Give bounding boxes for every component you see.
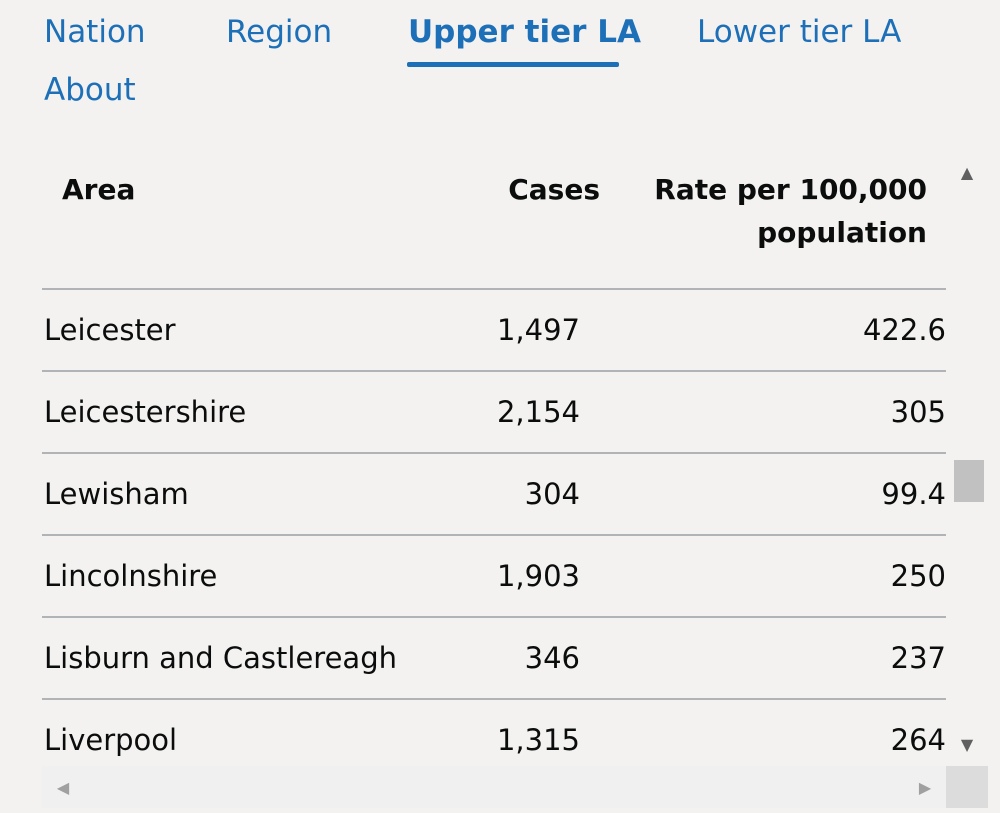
triangle-right-icon[interactable]: ▶ bbox=[918, 777, 932, 797]
cell-area: Lincolnshire bbox=[44, 559, 218, 593]
table-row: Lewisham 304 99.4 bbox=[42, 454, 946, 536]
cell-rate: 264 bbox=[890, 723, 946, 757]
column-header-rate-line2: population bbox=[757, 216, 927, 249]
cell-rate: 422.6 bbox=[862, 313, 946, 347]
scrollbar-corner bbox=[946, 766, 988, 808]
triangle-down-icon[interactable]: ▼ bbox=[960, 734, 974, 754]
cell-rate: 99.4 bbox=[881, 477, 946, 511]
tab-lower-tier-la[interactable]: Lower tier LA bbox=[697, 14, 902, 50]
cell-rate: 237 bbox=[890, 641, 946, 675]
tab-region[interactable]: Region bbox=[226, 14, 333, 50]
cell-rate: 250 bbox=[890, 559, 946, 593]
table-row: Lisburn and Castlereagh 346 237 bbox=[42, 618, 946, 700]
tab-nation[interactable]: Nation bbox=[44, 14, 146, 50]
table-row: Leicester 1,497 422.6 bbox=[42, 290, 946, 372]
cell-area: Lisburn and Castlereagh bbox=[44, 641, 397, 675]
cell-cases: 1,903 bbox=[496, 559, 580, 593]
cell-area: Lewisham bbox=[44, 477, 189, 511]
table-row: Liverpool 1,315 264 bbox=[42, 700, 946, 766]
cell-area: Liverpool bbox=[44, 723, 178, 757]
horizontal-scrollbar[interactable]: ◀ ▶ bbox=[42, 766, 946, 808]
cell-area: Leicester bbox=[44, 313, 176, 347]
cell-area: Leicestershire bbox=[44, 395, 247, 429]
cases-table: Area Cases Rate per 100,000 population L… bbox=[42, 148, 946, 766]
column-header-rate-line1: Rate per 100,000 bbox=[654, 173, 927, 206]
cell-cases: 346 bbox=[524, 641, 580, 675]
vertical-scrollbar[interactable]: ▲ ▼ bbox=[946, 148, 988, 766]
triangle-left-icon[interactable]: ◀ bbox=[56, 777, 70, 797]
column-header-area[interactable]: Area bbox=[62, 173, 136, 206]
table-row: Lincolnshire 1,903 250 bbox=[42, 536, 946, 618]
vertical-scroll-thumb[interactable] bbox=[954, 460, 984, 502]
cell-cases: 2,154 bbox=[496, 395, 580, 429]
table-header: Area Cases Rate per 100,000 population bbox=[42, 148, 946, 290]
cases-table-container: Area Cases Rate per 100,000 population L… bbox=[42, 148, 988, 810]
tab-bar: Nation Region Upper tier LA Lower tier L… bbox=[0, 0, 1000, 140]
column-header-cases[interactable]: Cases bbox=[508, 173, 600, 206]
column-header-rate[interactable]: Rate per 100,000 population bbox=[602, 168, 927, 254]
tab-about[interactable]: About bbox=[44, 72, 136, 108]
active-tab-indicator bbox=[407, 62, 619, 67]
cell-cases: 304 bbox=[524, 477, 580, 511]
cell-cases: 1,497 bbox=[496, 313, 580, 347]
vertical-scroll-track[interactable] bbox=[950, 192, 984, 722]
cell-rate: 305 bbox=[890, 395, 946, 429]
table-row: Leicestershire 2,154 305 bbox=[42, 372, 946, 454]
cell-cases: 1,315 bbox=[496, 723, 580, 757]
tab-upper-tier-la[interactable]: Upper tier LA bbox=[408, 14, 641, 50]
triangle-up-icon[interactable]: ▲ bbox=[960, 162, 974, 182]
